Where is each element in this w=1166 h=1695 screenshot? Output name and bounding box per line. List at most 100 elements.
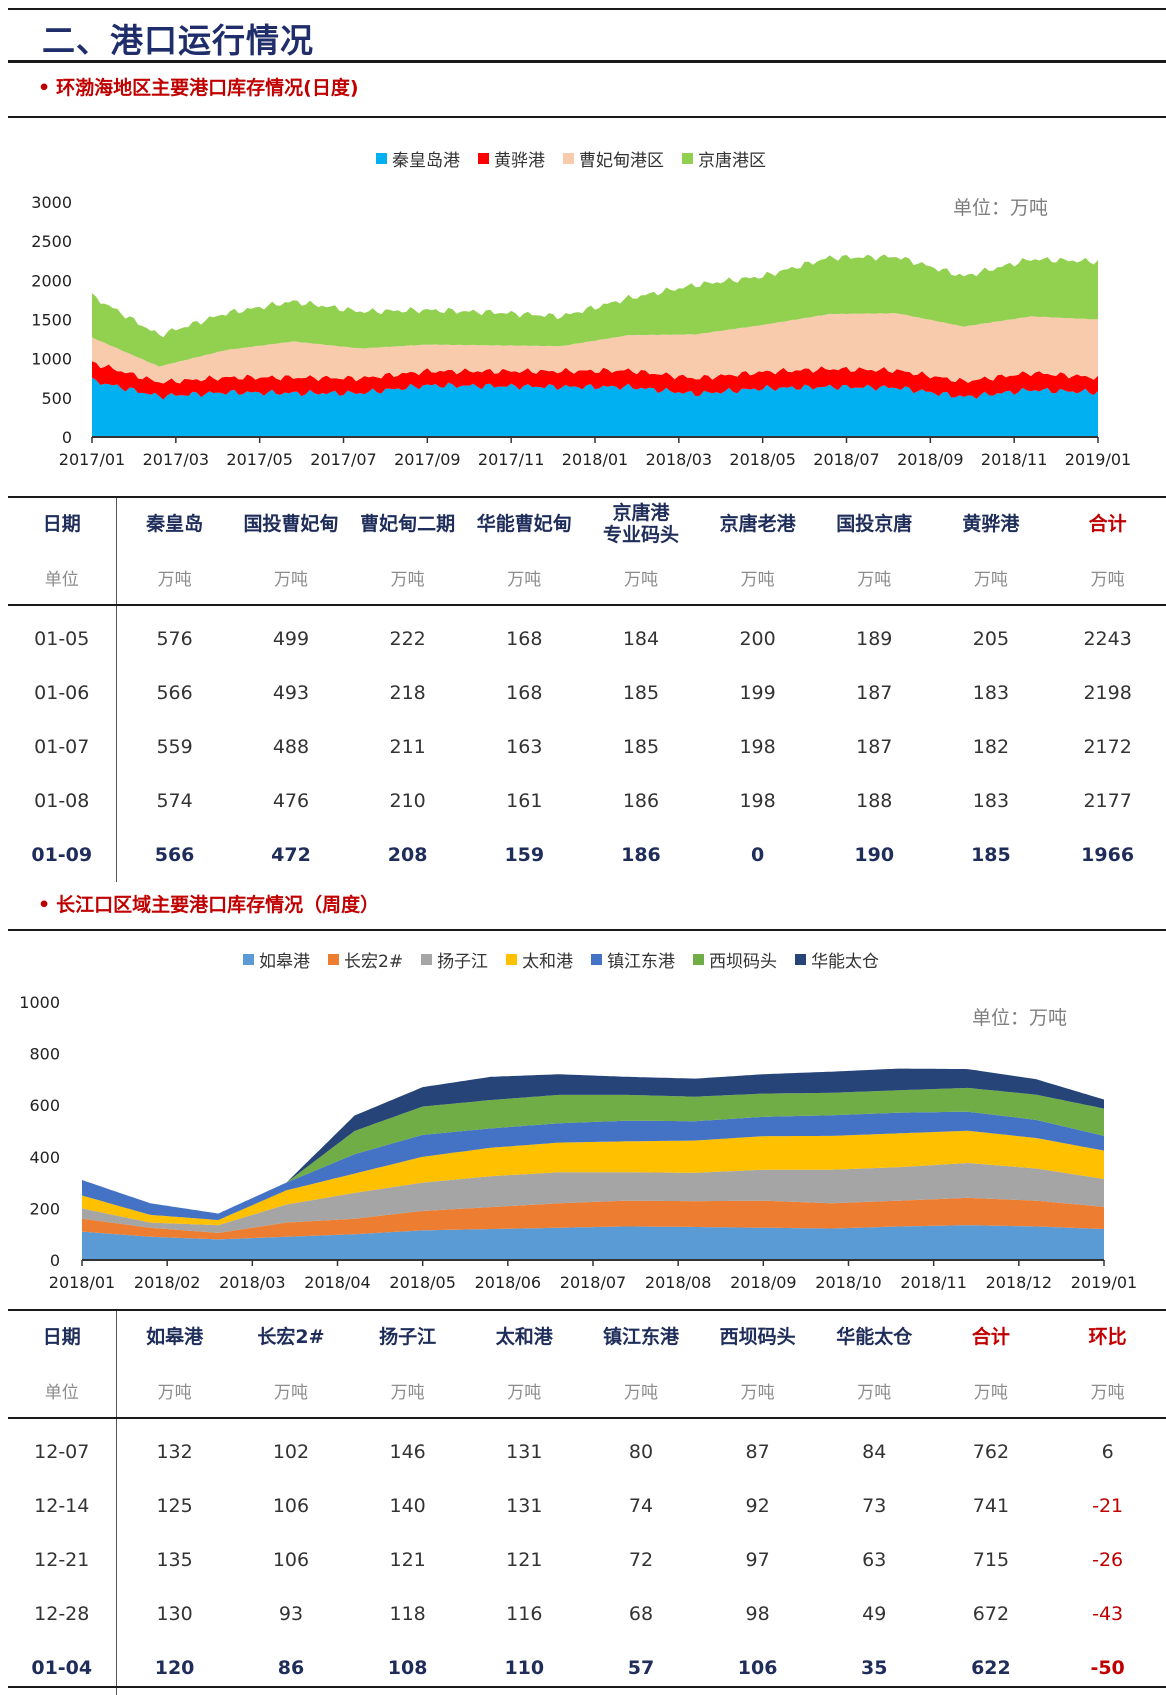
table-cell: 121 [506,1549,543,1571]
table-cell: 559 [156,736,193,758]
legend-item: 扬子江 [421,947,488,972]
y-tick-label: 600 [29,1096,60,1115]
column-header: 京唐老港 [719,513,796,535]
table-cell: 198 [739,790,776,812]
unit-cell: 万吨 [116,1363,233,1419]
column-header: 合计 [1088,513,1127,535]
table-cell: 488 [272,736,310,758]
table-cell: 161 [506,790,543,812]
legend-swatch [243,954,254,965]
table-row: 12-07 132 102 146 131 80 87 84 762 6 [8,1425,1166,1479]
area-series [82,1111,1104,1220]
x-tick-label: 2018/01 [49,1273,115,1292]
column-header: 合计 [971,1326,1010,1348]
legend-label: 扬子江 [437,952,489,972]
legend-swatch [328,954,339,965]
page-title: 二、港口运行情况 [42,21,314,60]
area-series [82,1163,1104,1233]
area-series [82,1068,1104,1214]
chart1-unit-note: 单位：万吨 [953,197,1049,219]
y-tick-label: 1500 [31,311,72,330]
table-cell: 86 [277,1657,305,1679]
unit-cell: 万吨 [232,550,350,606]
legend-label: 华能太仓 [811,952,880,972]
table-cell: 12-07 [8,1425,117,1479]
column-header: 太和港 [495,1326,553,1348]
table-cell: 211 [389,736,426,758]
table-cell: 185 [971,844,1011,866]
x-tick-label: 2018/04 [304,1273,370,1292]
table-cell: 01-08 [8,774,117,828]
table-cell: 2198 [1083,682,1132,704]
legend-label: 长宏2# [344,952,404,972]
legend-item: 京唐港区 [682,146,766,171]
table-cell: 84 [862,1441,887,1463]
legend-label: 京唐港区 [698,151,766,171]
unit-cell: 万吨 [232,1363,350,1419]
table-cell: 106 [272,1495,310,1517]
table-cell: 121 [389,1549,426,1571]
table-cell: 01-06 [8,666,117,720]
table-cell: 198 [739,736,776,758]
table-row: 12-14 125 106 140 131 74 92 73 741 -21 [8,1479,1166,1533]
table-cell: 92 [745,1495,770,1517]
column-header: 京唐港 专业码头 [602,502,679,546]
x-tick-label: 2018/11 [981,450,1047,469]
table-cell: 2177 [1083,790,1132,812]
legend-swatch [682,153,693,164]
y-tick-label: 2500 [31,232,72,251]
legend-label: 太和港 [522,952,574,972]
unit-cell: 万吨 [116,550,233,606]
legend-label: 曹妃甸港区 [579,151,664,171]
unit-cell: 万吨 [465,1363,583,1419]
x-tick-label: 2018/06 [475,1273,541,1292]
table-cell: 2172 [1083,736,1132,758]
legend-item: 秦皇岛港 [376,146,460,171]
table-cell: 12-14 [8,1479,117,1533]
table-cell: 2243 [1083,628,1132,650]
table-cell: 106 [737,1657,778,1679]
unit-cell: 单位 [8,1363,117,1419]
table-row: 01-08 574 476 210 161 186 198 188 183 2177 [8,774,1166,828]
x-tick-label: 2018/11 [900,1273,966,1292]
section1-title: • 环渤海地区主要港口库存情况(日度) [38,77,359,99]
chart1-area-chart: 0 500 1000 1500 2000 2500 3000 2017/01 2017/03 20… [31,193,1131,469]
table-cell: 574 [156,790,193,812]
table-cell: 72 [628,1549,654,1571]
table-row: 12-28 130 93 118 116 68 98 49 672 -43 [8,1587,1166,1641]
legend-label: 如皋港 [259,952,310,972]
legend-item: 华能太仓 [795,947,879,972]
table-cell: 210 [389,790,426,812]
legend-label: 西坝码头 [709,952,778,972]
y-tick-label: 1000 [19,993,60,1012]
table-cell: 125 [156,1495,193,1517]
y-tick-label: 3000 [31,193,72,212]
table-cell: 476 [272,790,310,812]
column-header: 日期 [8,1311,117,1363]
x-tick-label: 2017/03 [143,450,209,469]
column-header: 如皋港 [146,1326,204,1348]
section2-title: • 长江口区域主要港口库存情况（周度） [38,894,380,916]
table-cell: 199 [739,682,776,704]
section1-title-text: 环渤海地区主要港口库存情况(日度) [56,77,359,99]
table-cell: 493 [272,682,310,704]
x-tick-label: 2017/05 [226,450,292,469]
table-cell: 183 [972,682,1010,704]
table-cell: 146 [389,1441,426,1463]
column-header: 国投曹妃甸 [243,513,339,535]
table-cell: 185 [622,682,660,704]
chart2-legend: 如皋港 长宏2# 扬子江 太和港 镇江东港 西坝码头 华能太仓 [243,947,879,972]
table-cell: 68 [628,1603,654,1625]
section2-title-text: 长江口区域主要港口库存情况（周度） [56,894,380,916]
table-cell: 87 [745,1441,770,1463]
table-cell: 222 [389,628,426,650]
table-cell: 1966 [1081,844,1135,866]
table-cell: 135 [156,1549,193,1571]
table-cell: 184 [622,628,660,650]
table-cell: 131 [506,1495,543,1517]
x-tick-label: 2017/11 [478,450,544,469]
table-row: 12-21 135 106 121 121 72 97 63 715 -26 [8,1533,1166,1587]
legend-item: 长宏2# [328,947,403,972]
table-cell: 159 [504,844,545,866]
table-cell: 0 [750,844,765,866]
